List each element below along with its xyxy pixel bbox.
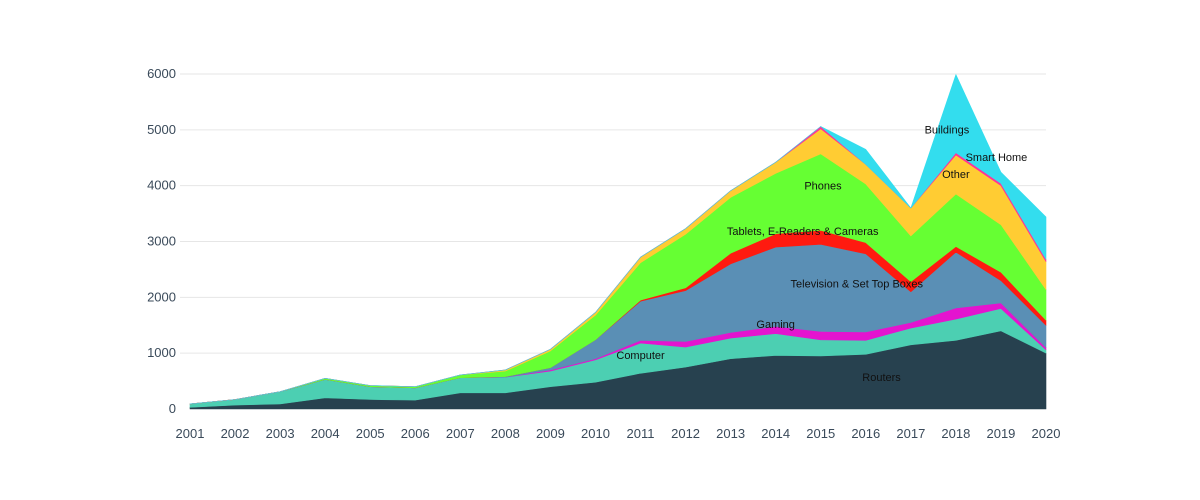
- x-tick-label-2019: 2019: [986, 426, 1015, 441]
- series-label-tablets-e-readers-and-cameras: Tablets, E-Readers & Cameras: [727, 226, 879, 238]
- x-tick-label-2007: 2007: [446, 426, 475, 441]
- y-tick-label-2000: 2000: [147, 289, 176, 304]
- series-label-computer: Computer: [616, 350, 665, 362]
- x-tick-label-2002: 2002: [221, 426, 250, 441]
- y-tick-label-0: 0: [169, 401, 176, 416]
- y-axis: 0 1000 2000 3000 4000 5000 6000: [147, 66, 176, 416]
- x-tick-label-2011: 2011: [627, 426, 655, 441]
- series-label-phones: Phones: [804, 181, 842, 193]
- areas: [189, 74, 1047, 410]
- x-tick-label-2020: 2020: [1032, 426, 1061, 441]
- x-tick-label-2010: 2010: [581, 426, 610, 441]
- series-label-gaming: Gaming: [756, 319, 795, 331]
- x-axis: 2001 2002 2003 2004 2005 2006 2007 2008 2009 2010…: [176, 426, 1061, 441]
- y-tick-label-3000: 3000: [147, 234, 176, 249]
- x-tick-label-2001: 2001: [176, 426, 205, 441]
- x-tick-label-2006: 2006: [401, 426, 430, 441]
- x-tick-label-2008: 2008: [491, 426, 520, 441]
- series-label-other: Other: [942, 169, 970, 181]
- x-tick-label-2017: 2017: [896, 426, 925, 441]
- x-tick-label-2013: 2013: [716, 426, 745, 441]
- x-tick-label-2005: 2005: [356, 426, 385, 441]
- series-label-smart-home: Smart Home: [966, 152, 1028, 164]
- series-label-buildings: Buildings: [925, 125, 970, 137]
- x-tick-label-2012: 2012: [671, 426, 700, 441]
- series-label-television-and-set-top-boxes: Television & Set Top Boxes: [791, 278, 924, 290]
- x-tick-label-2009: 2009: [536, 426, 565, 441]
- area-buildings: [189, 74, 1047, 405]
- x-tick-label-2016: 2016: [851, 426, 880, 441]
- y-tick-label-4000: 4000: [147, 178, 176, 193]
- y-tick-label-5000: 5000: [147, 122, 176, 137]
- x-tick-label-2014: 2014: [761, 426, 790, 441]
- x-tick-label-2004: 2004: [311, 426, 340, 441]
- y-tick-label-1000: 1000: [147, 345, 176, 360]
- x-tick-label-2015: 2015: [806, 426, 835, 441]
- x-tick-label-2018: 2018: [941, 426, 970, 441]
- series-label-routers: Routers: [862, 372, 901, 384]
- x-tick-label-2003: 2003: [266, 426, 295, 441]
- y-tick-label-6000: 6000: [147, 66, 176, 81]
- series-labels: Routers Computer Gaming Television & Set To…: [616, 125, 1027, 384]
